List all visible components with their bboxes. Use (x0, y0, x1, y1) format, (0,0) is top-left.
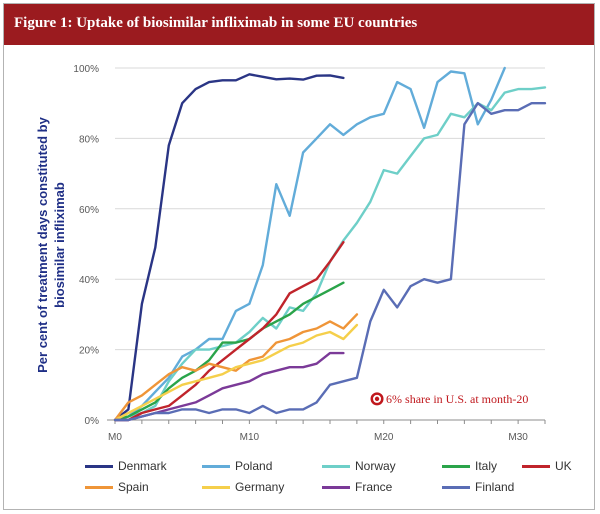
series-line-italy (113, 281, 345, 422)
annotation-marker-center (374, 396, 380, 402)
legend-swatch (442, 485, 470, 489)
legend-item-spain: Spain (85, 479, 149, 495)
legend-label: France (355, 480, 393, 494)
legend-label: UK (555, 459, 572, 473)
gridlines (115, 67, 545, 351)
legend-item-italy: Italy (442, 458, 497, 474)
legend-label: Finland (475, 480, 515, 494)
legend-swatch (202, 464, 230, 468)
legend-swatch (442, 464, 470, 468)
legend-label: Norway (355, 459, 396, 473)
series-line-denmark (113, 73, 345, 422)
y-tick-label: 40% (79, 275, 99, 286)
y-tick-label: 0% (85, 416, 100, 427)
legend-item-uk: UK (522, 458, 572, 474)
legend-item-finland: Finland (442, 479, 514, 495)
legend-item-norway: Norway (322, 458, 396, 474)
tick-labels: 0% 20% 40% 60% 80% 100% M0 M10 M20 M30 (73, 64, 528, 443)
y-tick-label: 20% (79, 346, 99, 357)
legend: Denmark Poland Norway Italy UK Spain Germany Fr… (85, 458, 595, 498)
legend-swatch (202, 485, 230, 489)
series-line-finland (113, 101, 547, 422)
legend-swatch (85, 485, 113, 489)
axes (107, 419, 546, 424)
y-tick-label: 100% (73, 64, 99, 75)
annotation: 6% share in U.S. at month-20 (370, 392, 528, 406)
legend-item-germany: Germany (202, 479, 284, 495)
series-line-spain (113, 313, 359, 422)
figure-title: Figure 1: Uptake of biosimilar inflixima… (14, 15, 418, 31)
y-tick-label: 60% (79, 205, 99, 216)
x-tick-label: M30 (508, 432, 528, 443)
figure-title-bar: Figure 1: Uptake of biosimilar inflixima… (4, 4, 594, 45)
y-tick-label: 80% (79, 134, 99, 145)
legend-label: Poland (235, 459, 273, 473)
legend-item-denmark: Denmark (85, 458, 167, 474)
annotation-text: 6% share in U.S. at month-20 (386, 392, 528, 406)
series-line-uk (113, 240, 345, 422)
legend-swatch (85, 464, 113, 468)
legend-item-france: France (322, 479, 392, 495)
x-tick-label: M10 (240, 432, 260, 443)
series-line-poland (113, 66, 506, 422)
x-tick-label: M0 (108, 432, 122, 443)
series-line-germany (113, 323, 359, 422)
series-line-norway (113, 86, 547, 422)
series-lines (113, 66, 547, 422)
x-tick-label: M20 (374, 432, 394, 443)
legend-label: Italy (475, 459, 498, 473)
legend-swatch (522, 464, 550, 468)
legend-label: Spain (118, 480, 149, 494)
legend-label: Germany (235, 480, 285, 494)
legend-swatch (322, 485, 350, 489)
legend-label: Denmark (118, 459, 167, 473)
legend-item-poland: Poland (202, 458, 272, 474)
legend-swatch (322, 464, 350, 468)
